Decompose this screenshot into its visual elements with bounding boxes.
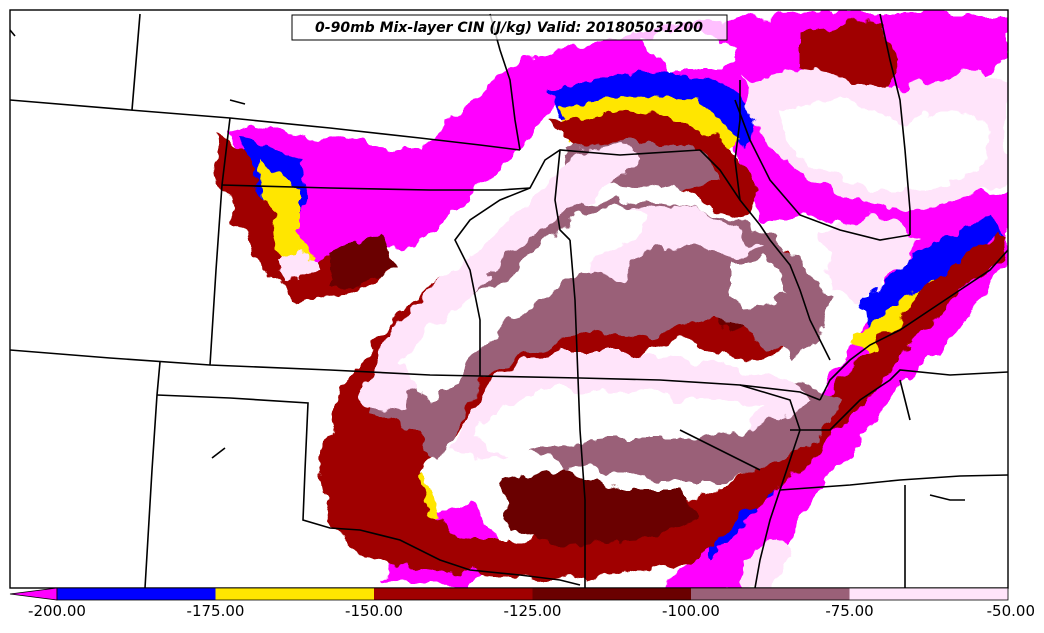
- title-box: 0-90mb Mix-layer CIN (J/kg) Valid: 20180…: [291, 14, 728, 41]
- border-line: [131, 13, 141, 111]
- cin-field: [215, 14, 1008, 588]
- border-line: [739, 384, 801, 588]
- border-line: [209, 117, 231, 366]
- border-line: [699, 149, 831, 361]
- border-line: [144, 361, 161, 588]
- colorbar-outline: [56, 587, 1009, 601]
- border-line: [156, 394, 581, 586]
- border-line: [679, 429, 761, 471]
- colorbar-tick-label: -50.00: [987, 602, 1035, 620]
- colorbar-swatch: [849, 588, 1008, 600]
- colorbar-swatch: [691, 588, 850, 600]
- border-line: [221, 184, 531, 191]
- title-background: [291, 14, 728, 41]
- border-line: [229, 99, 246, 105]
- map-title: 0-90mb Mix-layer CIN (J/kg) Valid: 20180…: [315, 20, 703, 36]
- border-line: [479, 375, 821, 401]
- colorbar-tick-label: -200.00: [28, 602, 86, 620]
- colorbar-tick-label: -75.00: [825, 602, 873, 620]
- cin-region-white: [400, 30, 990, 460]
- border-line: [790, 369, 1008, 431]
- border-line: [819, 249, 1008, 401]
- colorbar-swatch: [374, 588, 533, 600]
- colorbar-tick-labels: -200.00 -175.00 -150.00 -125.00 -100.00 -75.0…: [28, 602, 1035, 620]
- border-line: [879, 13, 911, 235]
- colorbar-extend-min: [9, 587, 58, 601]
- colorbar-tick-label: -125.00: [504, 602, 562, 620]
- border-line: [899, 379, 911, 421]
- colorbar-swatch: [57, 588, 216, 600]
- border-line: [929, 494, 965, 501]
- border-line: [554, 149, 571, 241]
- border-line: [10, 349, 481, 377]
- colorbar-tick-label: -175.00: [187, 602, 245, 620]
- colorbar: -200.00 -175.00 -150.00 -125.00 -100.00 -75.0…: [9, 587, 1035, 620]
- state-borders: [10, 13, 1008, 588]
- border-line: [10, 29, 16, 37]
- border-line: [569, 239, 586, 588]
- border-line: [211, 447, 226, 459]
- border-line: [779, 474, 1008, 491]
- colorbar-swatch: [532, 588, 691, 600]
- border-line: [10, 99, 521, 151]
- colorbar-swatches: [9, 587, 1009, 601]
- border-line: [734, 99, 911, 241]
- colorbar-tick-label: -100.00: [662, 602, 720, 620]
- border-line: [734, 80, 741, 201]
- colorbar-swatch: [215, 588, 374, 600]
- border-line: [454, 149, 701, 376]
- colorbar-tick-label: -150.00: [345, 602, 403, 620]
